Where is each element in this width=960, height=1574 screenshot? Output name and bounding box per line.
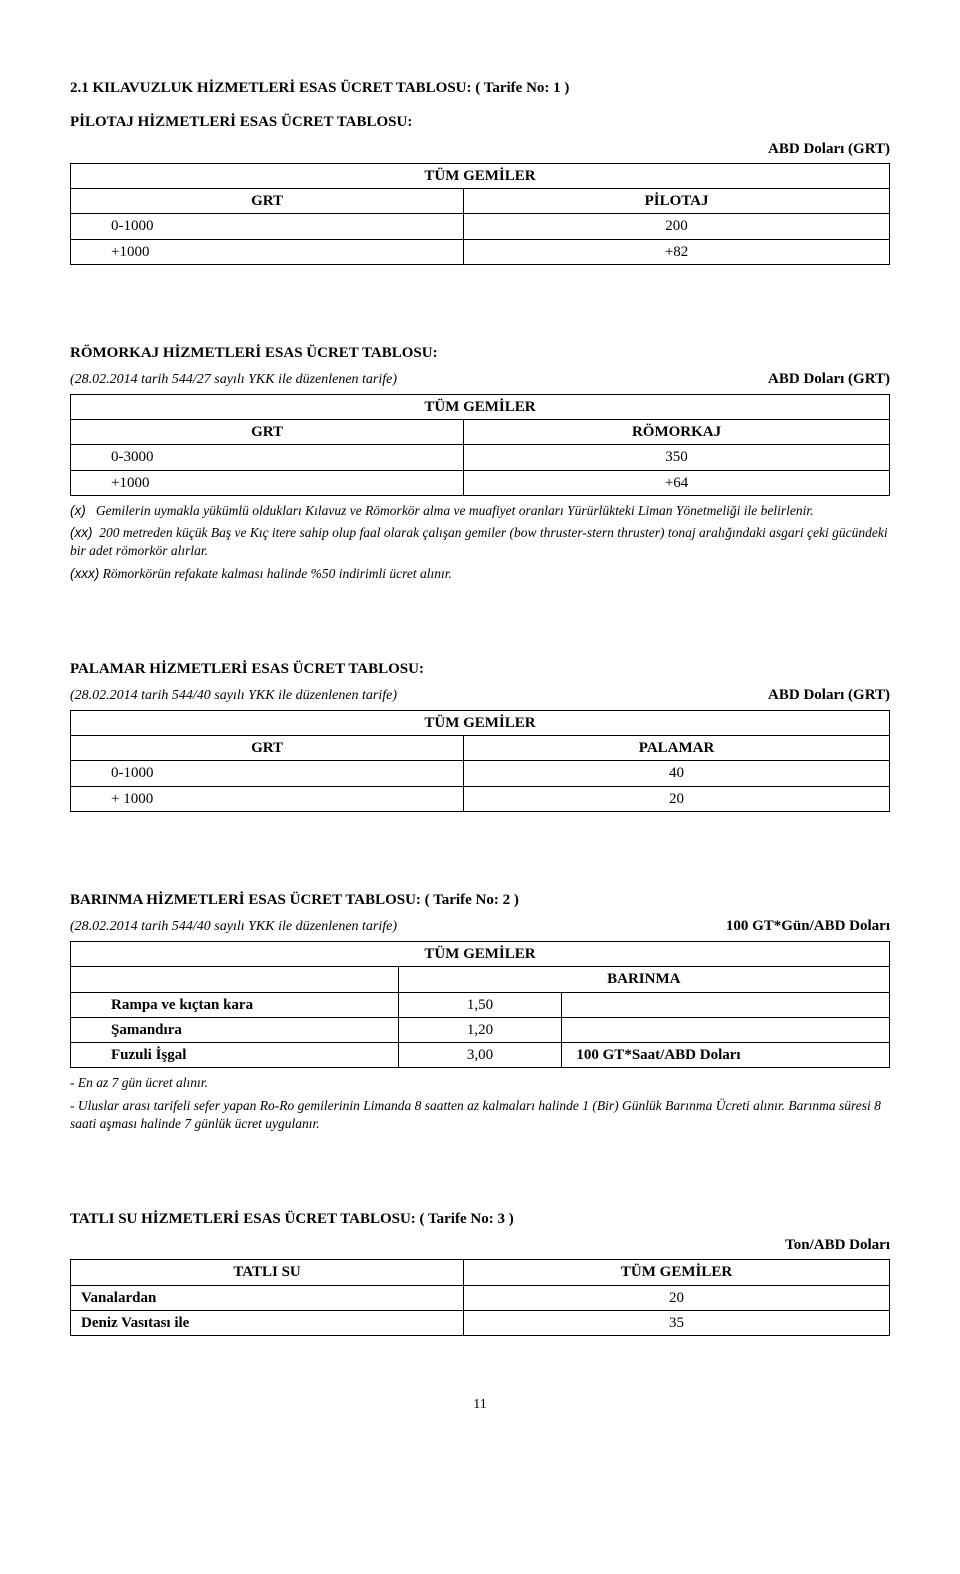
col-header: TÜM GEMİLER xyxy=(464,1260,890,1285)
table-cell: 100 GT*Saat/ABD Doları xyxy=(562,1043,890,1068)
table-cell: Şamandıra xyxy=(71,1017,399,1042)
table-cell: 35 xyxy=(464,1310,890,1335)
table-cell: 20 xyxy=(464,786,890,811)
table-cell: Rampa ve kıçtan kara xyxy=(71,992,399,1017)
col-header: GRT xyxy=(71,189,464,214)
table-cell: 3,00 xyxy=(398,1043,562,1068)
table-header: TÜM GEMİLER xyxy=(71,394,890,419)
table-cell: Vanalardan xyxy=(71,1285,464,1310)
table-cell: +1000 xyxy=(71,470,464,495)
col-header: GRT xyxy=(71,420,464,445)
table-header: TÜM GEMİLER xyxy=(71,942,890,967)
tarife-note: (28.02.2014 tarih 544/40 sayılı YKK ile … xyxy=(70,918,397,937)
col-header: PALAMAR xyxy=(464,736,890,761)
table-cell: 20 xyxy=(464,1285,890,1310)
tarife-note: (28.02.2014 tarih 544/27 sayılı YKK ile … xyxy=(70,371,397,390)
col-header: BARINMA xyxy=(398,967,889,992)
table-cell: 1,50 xyxy=(398,992,562,1017)
note-xxx: (xxx) Römorkörün refakate kalması halind… xyxy=(70,565,890,583)
barinma-note2: - Uluslar arası tarifeli sefer yapan Ro-… xyxy=(70,1097,890,1133)
table-cell: Fuzuli İşgal xyxy=(71,1043,399,1068)
table-cell: 40 xyxy=(464,761,890,786)
section1-title: 2.1 KILAVUZLUK HİZMETLERİ ESAS ÜCRET TAB… xyxy=(70,78,890,98)
table-cell: +82 xyxy=(464,239,890,264)
section3-currency: ABD Doları (GRT) xyxy=(768,685,890,705)
table-cell: 0-3000 xyxy=(71,445,464,470)
col-header: PİLOTAJ xyxy=(464,189,890,214)
tatlisu-table: TATLI SU TÜM GEMİLER Vanalardan 20 Deniz… xyxy=(70,1259,890,1336)
table-cell: + 1000 xyxy=(71,786,464,811)
note-xx: (xx) 200 metreden küçük Baş ve Kıç itere… xyxy=(70,524,890,560)
barinma-table: TÜM GEMİLER BARINMA Rampa ve kıçtan kara… xyxy=(70,941,890,1068)
table-cell: 1,20 xyxy=(398,1017,562,1042)
table-cell: 200 xyxy=(464,214,890,239)
table-header: TÜM GEMİLER xyxy=(71,163,890,188)
table-cell xyxy=(562,1017,890,1042)
section2-currency: ABD Doları (GRT) xyxy=(768,369,890,389)
col-header: TATLI SU xyxy=(71,1260,464,1285)
section5-currency: Ton/ABD Doları xyxy=(70,1235,890,1255)
romorkaj-table: TÜM GEMİLER GRT RÖMORKAJ 0-3000 350 +100… xyxy=(70,394,890,496)
table-cell: Deniz Vasıtası ile xyxy=(71,1310,464,1335)
page-number: 11 xyxy=(70,1396,890,1415)
col-header: RÖMORKAJ xyxy=(464,420,890,445)
section2-title: RÖMORKAJ HİZMETLERİ ESAS ÜCRET TABLOSU: xyxy=(70,343,890,363)
table-cell: +1000 xyxy=(71,239,464,264)
table-cell: +64 xyxy=(464,470,890,495)
section4-currency: 100 GT*Gün/ABD Doları xyxy=(726,916,890,936)
section4-title: BARINMA HİZMETLERİ ESAS ÜCRET TABLOSU: (… xyxy=(70,890,890,910)
table-cell: 0-1000 xyxy=(71,761,464,786)
table-cell: 0-1000 xyxy=(71,214,464,239)
tarife-note: (28.02.2014 tarih 544/40 sayılı YKK ile … xyxy=(70,687,397,706)
section1-currency: ABD Doları (GRT) xyxy=(70,139,890,159)
section3-title: PALAMAR HİZMETLERİ ESAS ÜCRET TABLOSU: xyxy=(70,659,890,679)
empty-cell xyxy=(71,967,399,992)
table-header: TÜM GEMİLER xyxy=(71,710,890,735)
barinma-note1: - En az 7 gün ücret alınır. xyxy=(70,1074,890,1092)
table-cell xyxy=(562,992,890,1017)
section1-subtitle: PİLOTAJ HİZMETLERİ ESAS ÜCRET TABLOSU: xyxy=(70,112,890,132)
table-cell: 350 xyxy=(464,445,890,470)
palamar-table: TÜM GEMİLER GRT PALAMAR 0-1000 40 + 1000… xyxy=(70,710,890,812)
col-header: GRT xyxy=(71,736,464,761)
section5-title: TATLI SU HİZMETLERİ ESAS ÜCRET TABLOSU: … xyxy=(70,1209,890,1229)
note-x: (x) Gemilerin uymakla yükümlü oldukları … xyxy=(70,502,890,520)
pilotaj-table: TÜM GEMİLER GRT PİLOTAJ 0-1000 200 +1000… xyxy=(70,163,890,265)
